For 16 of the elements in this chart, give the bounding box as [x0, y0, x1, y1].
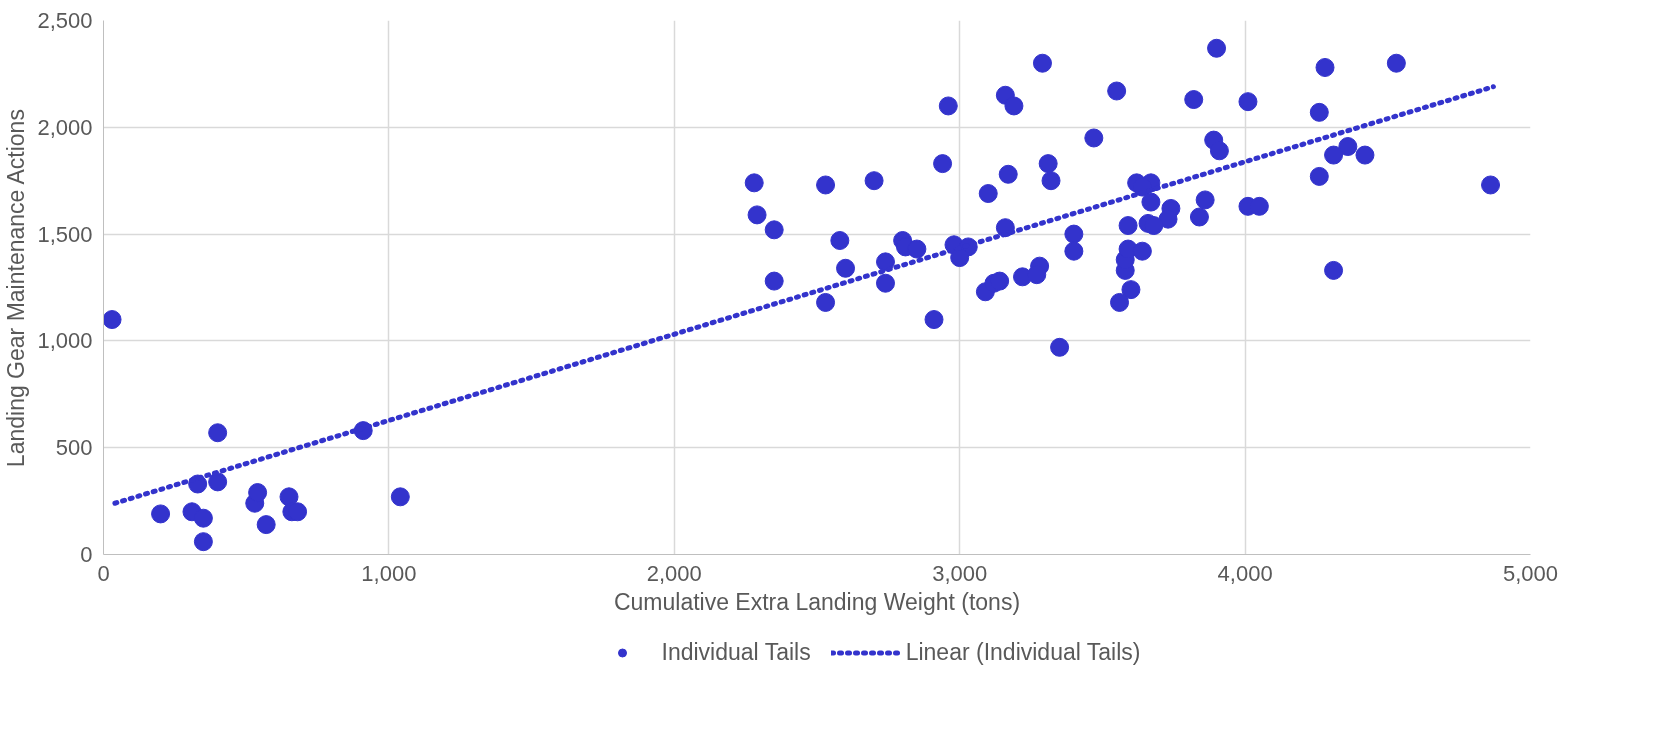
x-tick-label: 5,000: [1502, 560, 1559, 586]
x-axis-title: Cumulative Extra Landing Weight (tons): [613, 588, 1021, 615]
y-tick-label: 2,000: [37, 114, 93, 140]
legend-label: Linear (Individual Tails): [905, 638, 1141, 666]
x-tick-label: 4,000: [1217, 560, 1273, 586]
legend-label: Individual Tails: [661, 638, 811, 666]
y-tick-label: 1,000: [37, 328, 93, 354]
x-tick-label: 3,000: [932, 560, 988, 586]
y-tick-label: 2,500: [37, 8, 93, 33]
x-tick-label: 2,000: [646, 560, 702, 586]
y-tick-label: 500: [55, 435, 93, 461]
x-tick-label: 0: [97, 560, 110, 586]
y-axis-title: Landing Gear Maintenance Actions: [3, 109, 30, 468]
x-tick-label: 1,000: [361, 560, 417, 586]
y-tick-label: 0: [80, 542, 93, 567]
y-tick-label: 1,500: [37, 221, 93, 247]
